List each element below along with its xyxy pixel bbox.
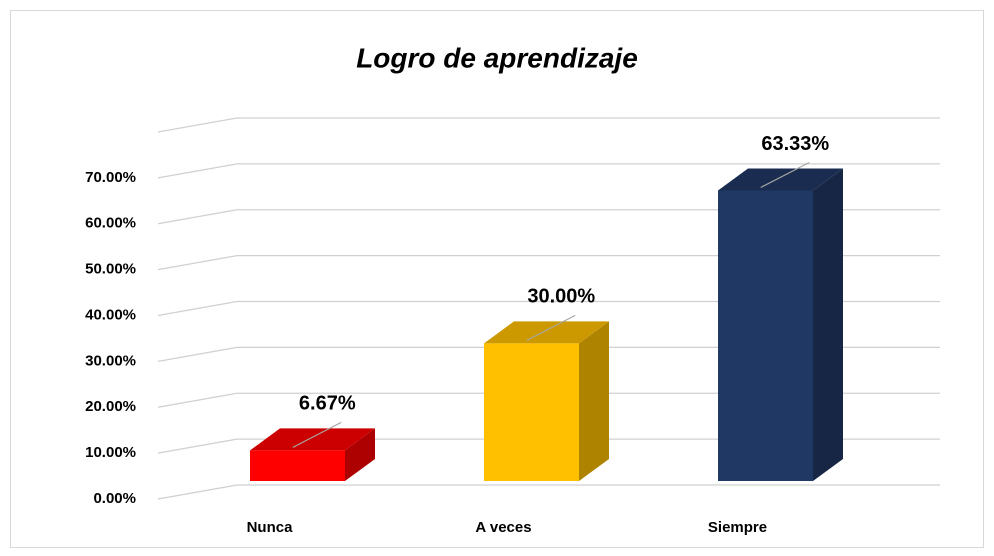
bar-side (579, 321, 609, 481)
bar (250, 450, 345, 481)
y-tick-label: 0.00% (93, 490, 136, 507)
y-tick-label: 50.00% (85, 261, 136, 278)
grid-line-side (157, 209, 238, 225)
bar (484, 343, 579, 481)
x-tick-label: Siempre (708, 519, 767, 536)
label-leader (292, 421, 342, 448)
y-tick-label: 20.00% (85, 398, 136, 415)
label-leader (526, 314, 576, 341)
grid-line-side (157, 438, 238, 454)
data-label: 30.00% (527, 286, 595, 308)
x-tick-label: Nunca (247, 519, 294, 536)
bar-side (345, 428, 375, 481)
grid-line-side (157, 255, 238, 271)
grid-line-side (157, 346, 238, 362)
y-tick-label: 70.00% (85, 169, 136, 186)
y-tick-label: 40.00% (85, 306, 136, 323)
grid-line-side (157, 392, 238, 408)
data-label: 6.67% (299, 393, 356, 415)
grid-line-side (157, 117, 238, 133)
bar-top (484, 321, 609, 344)
grid-line-side (157, 484, 238, 500)
bar-top (718, 168, 843, 191)
bar-side (813, 168, 843, 481)
grid-line-side (157, 300, 238, 317)
bar-top (250, 428, 375, 451)
data-label: 63.33% (761, 133, 829, 155)
bar (718, 190, 813, 481)
y-tick-label: 30.00% (85, 352, 136, 369)
y-tick-label: 60.00% (85, 215, 136, 232)
grid-line-side (157, 163, 238, 179)
x-tick-label: A veces (475, 519, 531, 536)
y-tick-label: 10.00% (85, 444, 136, 461)
label-leader (760, 161, 810, 189)
chart-title: Logro de aprendizaje (356, 42, 638, 73)
